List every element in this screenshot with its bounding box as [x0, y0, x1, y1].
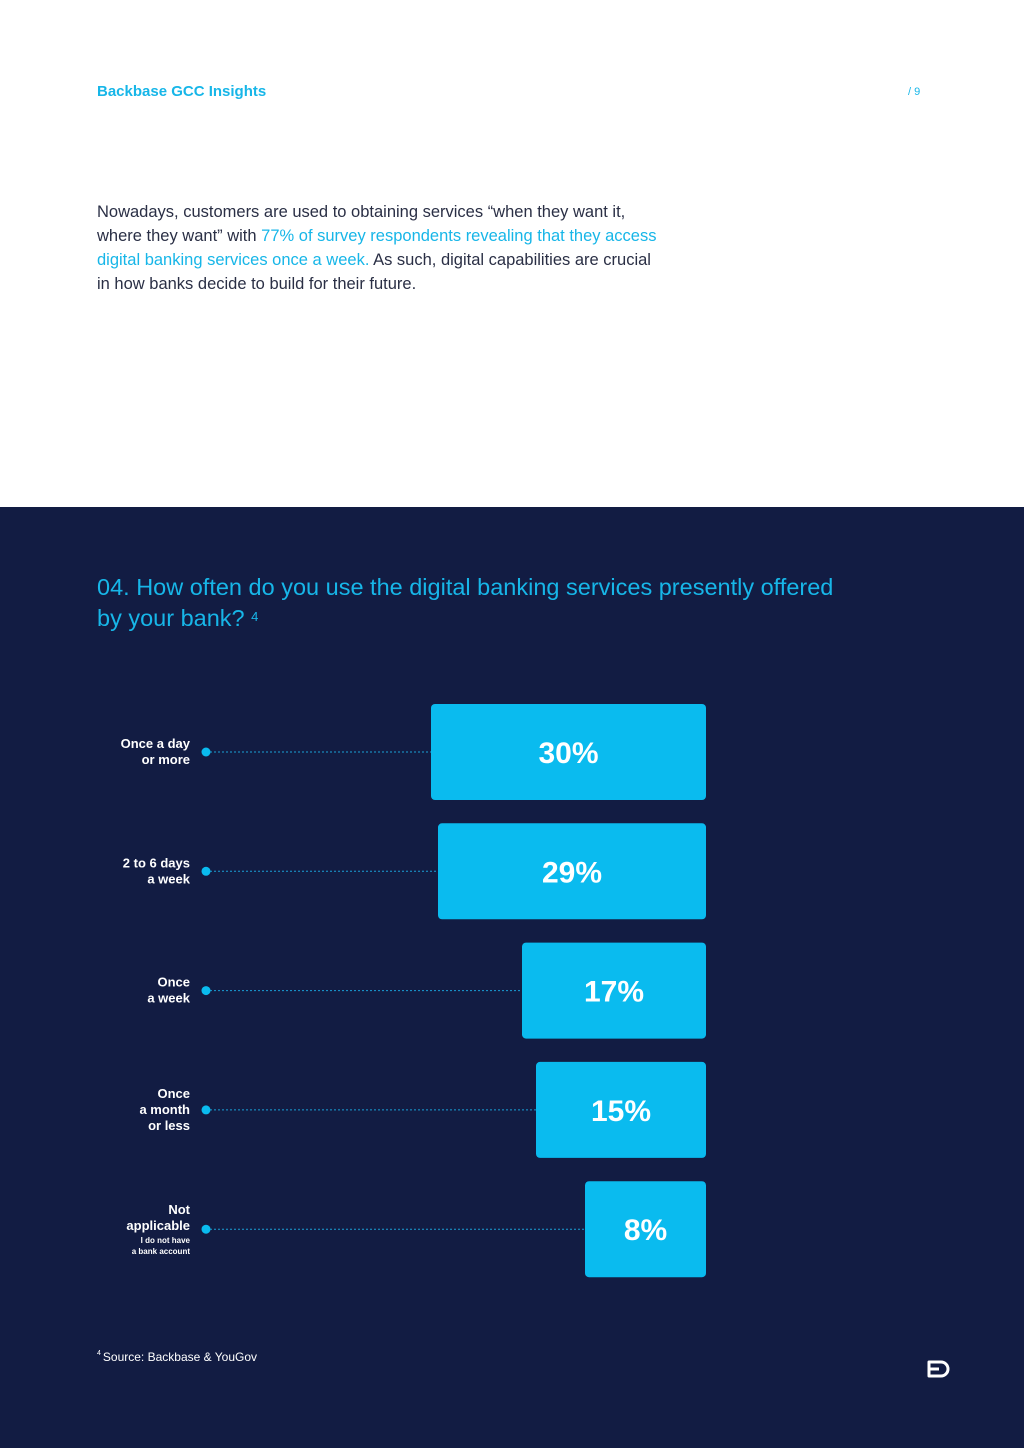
- footnote-number: 4: [97, 1350, 101, 1357]
- bar-value-label: 30%: [538, 737, 598, 770]
- bar: [536, 1061, 706, 1158]
- bar-value-label: 29%: [542, 856, 602, 889]
- intro-text-after: As such, digital capabilities are crucia…: [97, 251, 651, 293]
- category-label: Not: [168, 1202, 190, 1217]
- backbase-logo-icon: [927, 1360, 950, 1378]
- category-label: or more: [142, 752, 190, 767]
- category-dot: [201, 1105, 211, 1115]
- question-text: 04. How often do you use the digital ban…: [97, 574, 834, 631]
- chart-section-background: [0, 507, 1024, 1448]
- intro-paragraph: Nowadays, customers are used to obtainin…: [97, 200, 667, 296]
- bar: [585, 1181, 706, 1278]
- category-label: Once: [157, 975, 190, 990]
- page-number: / 9: [908, 86, 921, 98]
- bar-value-label: 8%: [624, 1214, 667, 1247]
- footnote: 4 Source: Backbase & YouGov: [97, 1350, 257, 1364]
- category-label: or less: [148, 1118, 190, 1133]
- category-label: 2 to 6 days: [123, 855, 190, 870]
- intro-text-before: Nowadays, customers are used to obtainin…: [97, 203, 626, 245]
- header-brand: Backbase GCC Insights: [97, 83, 267, 100]
- bar-value-label: 15%: [591, 1095, 651, 1128]
- footnote-text: Source: Backbase & YouGov: [102, 1350, 258, 1364]
- category-label: a week: [147, 991, 190, 1006]
- category-label: a week: [147, 871, 190, 886]
- category-dot: [201, 866, 211, 876]
- category-sublabel: I do not have: [141, 1236, 191, 1245]
- question-title: 04. How often do you use the digital ban…: [97, 572, 857, 634]
- category-label: a month: [139, 1102, 190, 1117]
- category-dot: [201, 1224, 211, 1234]
- category-dot: [201, 986, 211, 996]
- category-label: applicable: [126, 1218, 190, 1233]
- bar: [522, 942, 706, 1039]
- question-footnote-ref: 4: [251, 609, 259, 624]
- intro-highlight: 77% of survey respondents revealing that…: [97, 227, 657, 269]
- bar-value-label: 17%: [584, 976, 644, 1009]
- category-dot: [201, 747, 211, 757]
- bar: [431, 704, 706, 800]
- category-label: Once: [157, 1086, 190, 1101]
- category-label: Once a day: [121, 736, 191, 751]
- bar: [438, 823, 706, 920]
- category-sublabel: a bank account: [132, 1247, 191, 1256]
